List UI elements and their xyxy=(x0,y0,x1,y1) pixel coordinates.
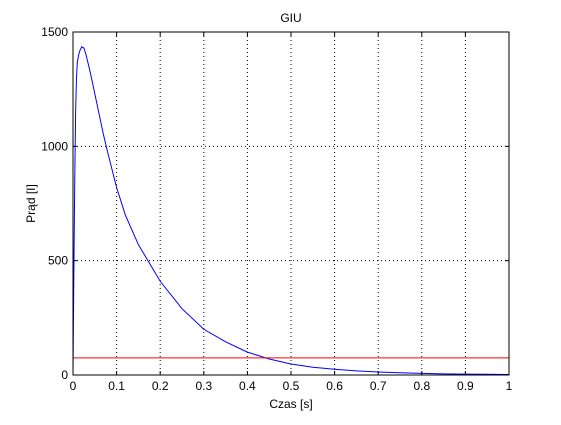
x-tick-label: 0 xyxy=(70,379,77,393)
grid-lines xyxy=(73,32,509,375)
x-tick-label: 1 xyxy=(506,379,513,393)
x-tick-label: 0.9 xyxy=(457,379,474,393)
y-tick-label: 0 xyxy=(61,368,68,382)
plot-area xyxy=(73,32,509,375)
x-tick-label: 0.4 xyxy=(239,379,256,393)
x-tick-label: 0.2 xyxy=(152,379,169,393)
y-tick-label: 1500 xyxy=(41,25,68,39)
x-tick-label: 0.6 xyxy=(326,379,343,393)
series-layer xyxy=(72,46,510,376)
x-axis-label: Czas [s] xyxy=(269,397,312,411)
y-tick-label: 500 xyxy=(48,254,68,268)
y-tick-label: 1000 xyxy=(41,139,68,153)
x-tick-label: 0.3 xyxy=(195,379,212,393)
x-tick-label: 0.1 xyxy=(108,379,125,393)
x-tick-label: 0.7 xyxy=(370,379,387,393)
x-tick-label: 0.5 xyxy=(283,379,300,393)
chart-title: GIU xyxy=(280,11,301,25)
series-line-1 xyxy=(72,46,510,376)
y-axis-label: Prąd [I] xyxy=(24,184,38,223)
axis-ticks: 0 0.1 0.2 0.3 0.4 0.5 0.6 0.7 0.8 0.9 1 0 500 1000 150… xyxy=(41,25,512,393)
x-tick-label: 0.8 xyxy=(413,379,430,393)
